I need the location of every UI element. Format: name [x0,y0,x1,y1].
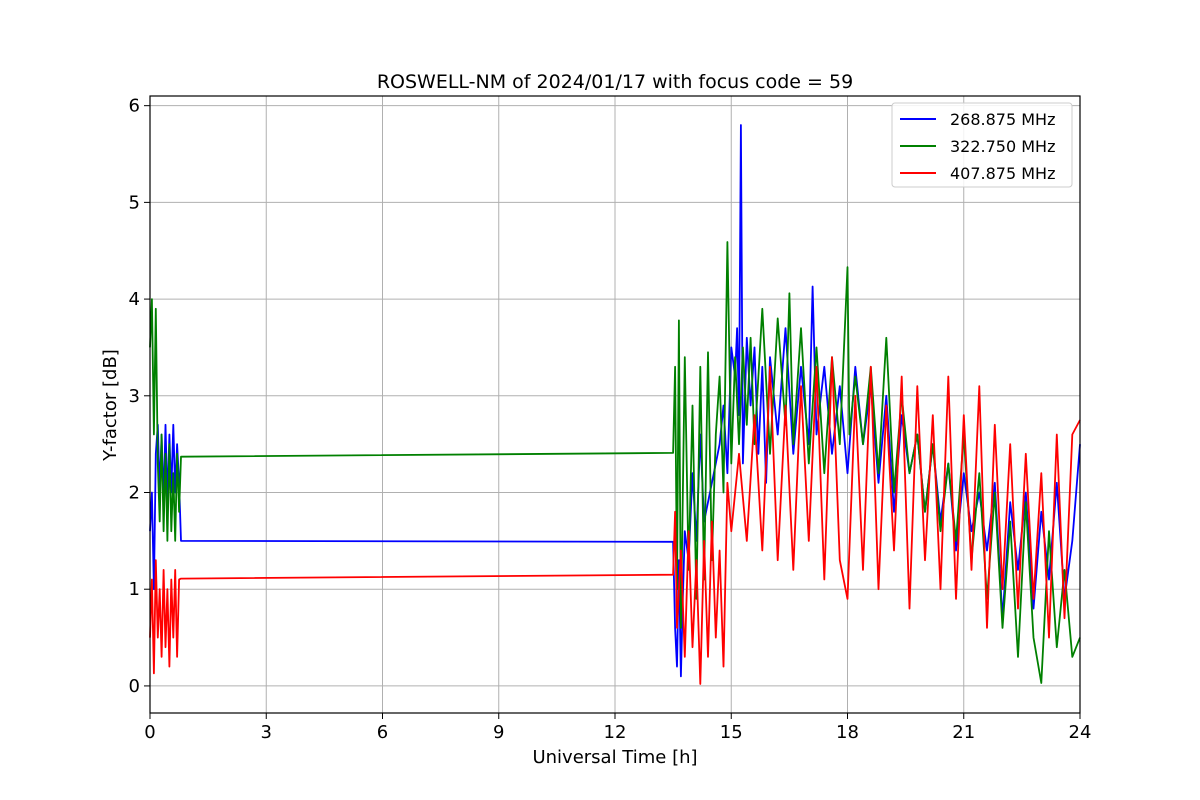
y-axis-label: Y-factor [dB] [100,349,121,462]
x-axis-label: Universal Time [h] [532,747,697,768]
legend-box [891,102,1073,188]
chart-title: ROSWELL-NM of 2024/01/17 with focus code… [377,71,853,93]
legend-label: 268.875 MHz [950,110,1055,129]
legend: 268.875 MHz 322.750 MHz 407.875 MHz [891,102,1073,188]
y-tick-label: 1 [129,579,140,600]
x-tick-label: 12 [604,722,627,743]
x-tick-label: 15 [720,722,743,743]
x-tick-label: 21 [952,722,975,743]
y-tick-label: 2 [129,483,140,504]
x-tick-label: 18 [836,722,859,743]
x-tick-label: 0 [144,722,155,743]
y-tick-label: 0 [129,676,140,697]
y-tick-label: 3 [129,386,140,407]
series-layer [149,124,1081,685]
legend-label: 407.875 MHz [950,164,1055,183]
x-tick-label: 24 [1069,722,1092,743]
y-tick-label: 4 [129,289,140,310]
series-line [149,356,1081,685]
x-tick-label: 3 [261,722,272,743]
x-tick-label: 6 [377,722,388,743]
y-tick-label: 6 [129,96,140,117]
x-tick-label: 9 [493,722,504,743]
legend-label: 322.750 MHz [950,137,1055,156]
y-tick-label: 5 [129,192,140,213]
